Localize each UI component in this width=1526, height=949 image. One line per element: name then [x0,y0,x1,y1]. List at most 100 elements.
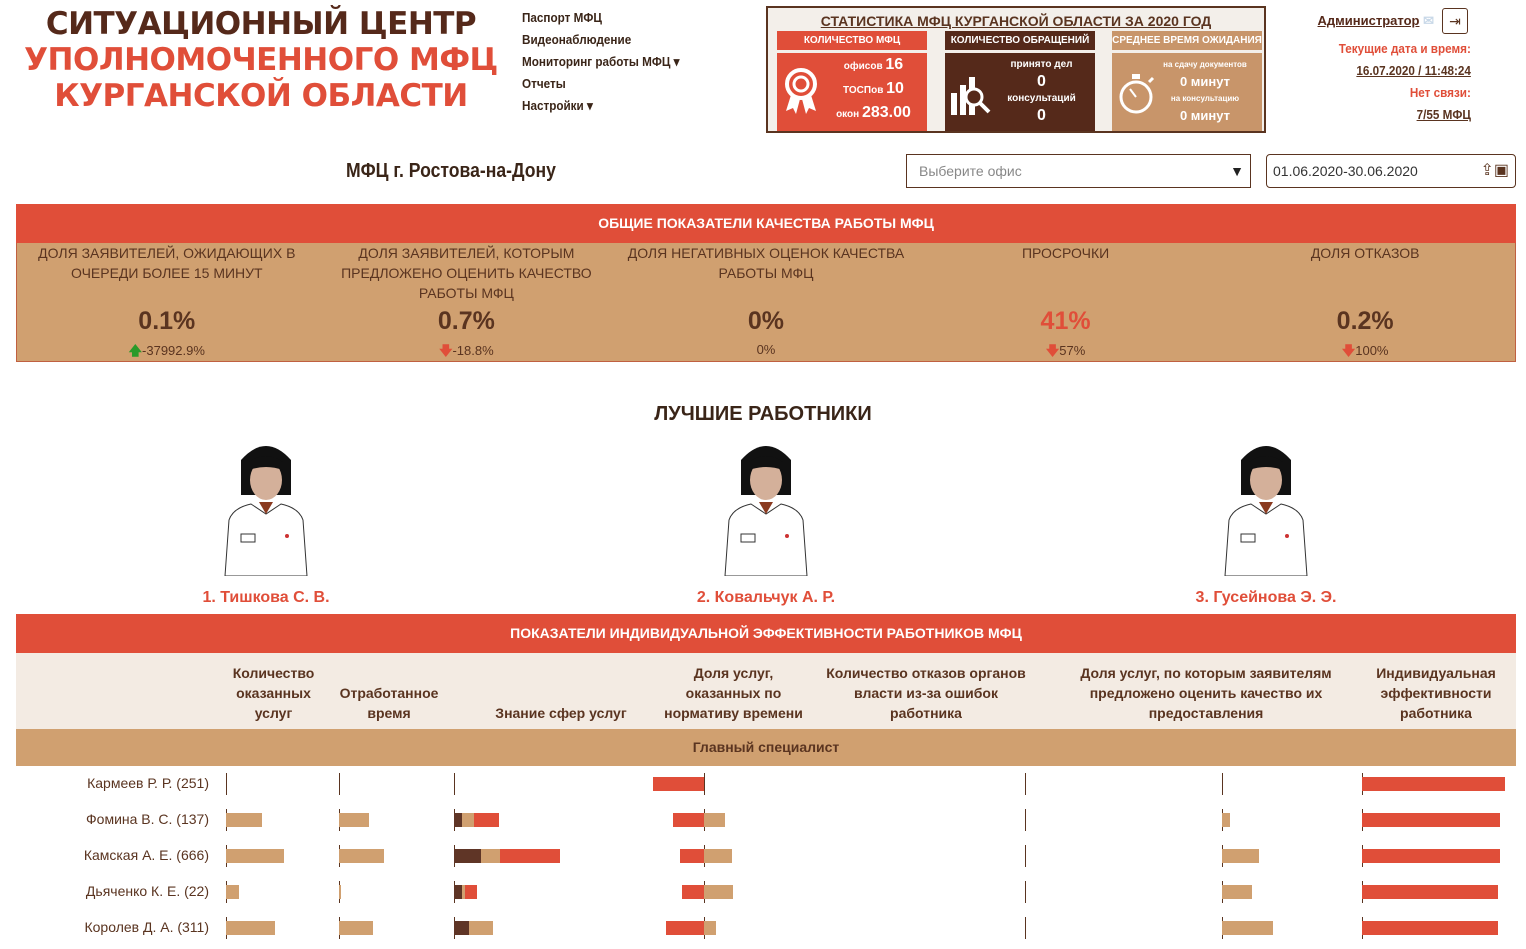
best-worker[interactable]: 2. Ковальчук А. Р. [616,440,916,607]
norm-bar-negative [653,777,704,791]
time-bar [339,813,369,827]
knowledge-bar-segment [500,849,560,863]
nolink-label: Нет связи: [1409,85,1471,100]
office-select-placeholder: Выберите офис [919,163,1022,179]
kpi-label: ДОЛЯ НЕГАТИВНЫХ ОЦЕНОК КАЧЕСТВА РАБОТЫ М… [627,245,905,281]
column-header: Отработанное время [339,685,439,721]
norm-bar-positive [704,885,733,899]
table-row[interactable]: Королев Д. А. (311) [16,910,1516,946]
norm-bar-positive [704,921,716,935]
quality-header: ОБЩИЕ ПОКАЗАТЕЛИ КАЧЕСТВА РАБОТЫ МФЦ [16,204,1516,243]
nav-video[interactable]: Видеонаблюдение [522,32,632,47]
offices-value: 16 [885,56,904,73]
wait-docs-value: 0 минут [1179,74,1231,89]
kpi-change: 🡇57% [916,342,1216,364]
knowledge-bar-segment [454,885,462,899]
kpi-item: ПРОСРОЧКИ 41% 🡇57% [916,243,1216,361]
user-link[interactable]: Администратор [1317,13,1420,28]
date-range-input[interactable]: 01.06.2020-30.06.2020 ⇪▣ [1266,154,1516,188]
column-header: Индивидуальная эффективности работника [1376,665,1496,721]
kpi-change-value: -37992.9% [142,343,205,358]
axis-line [1025,773,1026,795]
worker-name: 3. Гусейнова Э. Э. [1195,589,1337,606]
knowledge-bar-segment [469,921,493,935]
knowledge-bar-segment [454,921,469,935]
efficiency-bar [1362,921,1498,935]
norm-bar-positive [704,849,732,863]
kpi-change: 🡅-37992.9% [17,342,317,364]
column-header: Доля услуг, по которым заявителям предло… [1080,665,1332,721]
kpi-item: ДОЛЯ ЗАЯВИТЕЛЕЙ, ОЖИДАЮЩИХ В ОЧЕРЕДИ БОЛ… [17,243,317,361]
kpi-item: ДОЛЯ НЕГАТИВНЫХ ОЦЕНОК КАЧЕСТВА РАБОТЫ М… [616,243,916,361]
efficiency-bar [1362,885,1498,899]
nav-passport[interactable]: Паспорт МФЦ [522,10,602,25]
axis-line [454,773,455,795]
nav-reports[interactable]: Отчеты [522,76,566,91]
kpi-label: ПРОСРОЧКИ [1021,245,1110,261]
time-bar [339,885,341,899]
mail-icon[interactable]: ✉ [1423,13,1434,28]
table-row[interactable]: Камская А. Е. (666) [16,838,1516,874]
kpi-item: ДОЛЯ ОТКАЗОВ 0.2% 🡇100% [1215,243,1515,361]
cases-label: принято дел [1010,59,1073,70]
logo-line: КУРГАНСКОЙ ОБЛАСТИ [54,78,468,114]
worker-name: 1. Тишкова С. В. [202,589,330,606]
logo-line: СИТУАЦИОННЫЙ ЦЕНТР [45,6,477,42]
norm-bar-negative [680,849,704,863]
column-header: Количество отказов органов власти из-за … [826,665,1026,721]
employee-name: Камская А. Е. (666) [83,847,209,863]
axis-line [1025,917,1026,939]
kpi-value: 0.2% [1336,307,1394,335]
best-worker[interactable]: 3. Гусейнова Э. Э. [1116,440,1416,607]
column-header: Доля услуг, оказанных по нормативу време… [664,665,803,721]
best-worker[interactable]: 1. Тишкова С. В. [116,440,416,607]
worker-avatar-icon [1224,446,1308,577]
kpi-value: 0.1% [138,307,196,335]
tosp-label: ТОСПов [843,85,884,96]
datetime-value: 16.07.2020 / 11:48:24 [1356,63,1471,78]
wait-docs-label: на сдачу документов [1163,60,1247,69]
main-nav: Паспорт МФЦ Видеонаблюдение Мониторинг р… [522,7,697,117]
export-save-icon[interactable]: ⇪▣ [1480,162,1509,179]
kpi-change-value: 0% [756,342,776,357]
wait-consult-label: на консультацию [1170,94,1240,103]
kpi-change: 0% [616,342,916,357]
stopwatch-icon [1119,74,1155,114]
nav-settings[interactable]: Настройки ▾ [522,98,593,113]
table-row[interactable]: Фомина В. С. (137) [16,802,1516,838]
knowledge-bar-segment [481,849,500,863]
office-select[interactable]: Выберите офис ▼ [906,154,1251,188]
nolink-value[interactable]: 7/55 МФЦ [1416,107,1471,122]
norm-bar-negative [682,885,704,899]
analytics-search-icon [951,77,991,115]
kpi-item: ДОЛЯ ЗАЯВИТЕЛЕЙ, КОТОРЫМ ПРЕДЛОЖЕНО ОЦЕН… [317,243,617,361]
logout-icon[interactable]: ⇥ [1442,8,1468,34]
worker-avatar-icon [224,446,308,577]
award-icon [785,68,817,114]
axis-line [226,773,227,795]
cases-value: 0 [1037,73,1046,90]
nav-monitoring[interactable]: Мониторинг работы МФЦ ▾ [522,54,680,69]
dropdown-arrow-icon: ▼ [1230,163,1244,179]
kpi-label: ДОЛЯ ЗАЯВИТЕЛЕЙ, ОЖИДАЮЩИХ В ОЧЕРЕДИ БОЛ… [38,245,296,281]
windows-value: 283.00 [861,104,911,121]
efficiency-bar [1362,813,1500,827]
efficiency-header: ПОКАЗАТЕЛИ ИНДИВИДУАЛЬНОЙ ЭФФЕКТИВНОСТИ … [16,614,1516,653]
column-header: Количество оказанных услуг [232,665,315,721]
kpi-value: 41% [1040,307,1091,335]
wait-time-card: СРЕДНЕЕ ВРЕМЯ ОЖИДАНИЯ на сдачу документ… [1112,31,1262,131]
consult-label: консультаций [1007,93,1076,104]
group-row: Главный специалист [16,729,1516,766]
table-row[interactable]: Кармеев Р. Р. (251) [16,766,1516,802]
norm-bar-negative [673,813,704,827]
stats-title: СТАТИСТИКА МФЦ КУРГАНСКОЙ ОБЛАСТИ ЗА 202… [820,13,1212,29]
kpi-value: 0% [747,307,785,335]
knowledge-bar-segment [462,813,474,827]
card-header: КОЛИЧЕСТВО ОБРАЩЕНИЙ [945,31,1095,50]
table-row[interactable]: Дьяченко К. Е. (22) [16,874,1516,910]
employee-name: Фомина В. С. (137) [86,811,209,827]
kpi-change-value: 57% [1059,343,1086,358]
knowledge-bar-segment [454,813,462,827]
card-header: СРЕДНЕЕ ВРЕМЯ ОЖИДАНИЯ [1112,31,1262,50]
rated-bar [1222,813,1230,827]
